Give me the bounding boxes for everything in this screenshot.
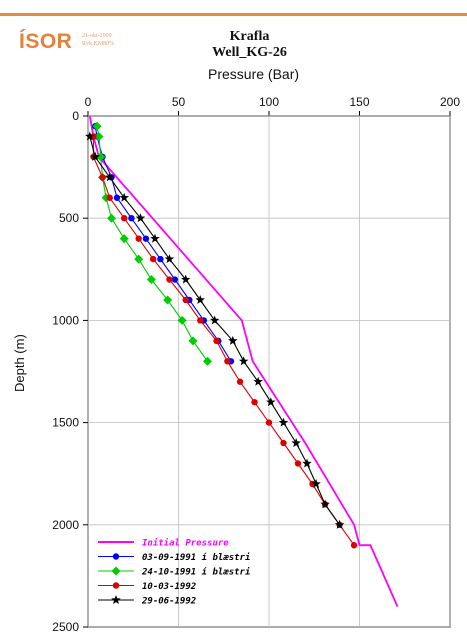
data-point [236, 378, 244, 385]
data-point [142, 235, 150, 242]
y-tick-label: 1500 [52, 416, 79, 430]
legend-marker [111, 566, 121, 576]
data-point [135, 235, 142, 242]
data-point [150, 233, 160, 243]
logo-caption-line-2: Rvk.KM80% [82, 41, 115, 47]
data-point [238, 356, 249, 366]
data-point [180, 274, 191, 284]
data-point [253, 376, 263, 386]
data-point [195, 294, 205, 305]
legend-label: 10-03-1992 [142, 582, 196, 592]
x-tick-label: 50 [172, 95, 186, 109]
data-point [278, 417, 289, 427]
legend-marker [112, 582, 120, 589]
legend-label: Initial Pressure [142, 538, 229, 549]
x-tick-label: 100 [259, 95, 279, 109]
data-point [265, 419, 273, 426]
data-point [291, 438, 301, 448]
x-tick-label: 0 [85, 95, 92, 109]
y-tick-label: 2000 [52, 518, 79, 532]
data-point [177, 315, 187, 325]
data-point [202, 356, 212, 366]
data-point [128, 215, 135, 222]
data-point [171, 276, 179, 283]
isor-logo: ÍSOR [19, 30, 73, 53]
y-tick-label: 0 [72, 109, 79, 123]
data-point [96, 152, 106, 162]
data-point [119, 192, 129, 202]
data-point [121, 215, 128, 222]
data-point [163, 295, 173, 305]
data-point [104, 172, 115, 182]
x-axis-label: Pressure (Bar) [208, 66, 300, 82]
data-point [197, 317, 204, 324]
data-point [106, 194, 113, 201]
series-line [88, 115, 399, 607]
legend-label: 24-10-1991 í blæstri [141, 567, 250, 578]
data-point [157, 255, 164, 263]
legend-label: 29-06-1992 [141, 597, 196, 607]
chart-title: Krafla [229, 29, 270, 44]
data-point [266, 397, 276, 407]
data-point [146, 275, 156, 285]
chart-subtitle: Well_KG-26 [212, 45, 287, 60]
data-point [107, 213, 117, 223]
y-tick-label: 2500 [52, 620, 79, 632]
data-point [99, 174, 106, 181]
data-point [209, 315, 220, 325]
data-point [92, 121, 102, 131]
legend-marker [111, 595, 121, 605]
legend-label: 03-09-1991 í blæstri [142, 552, 250, 563]
data-point [135, 213, 146, 223]
data-point [166, 276, 173, 283]
data-point [85, 131, 95, 141]
data-point [251, 398, 258, 406]
data-point [134, 254, 144, 264]
data-point [334, 519, 345, 529]
data-point [228, 335, 238, 345]
data-point [280, 439, 287, 447]
y-tick-label: 500 [59, 211, 79, 225]
data-point [182, 296, 189, 304]
data-point [350, 542, 358, 549]
logo-caption-line-1: 21-okt-2009 [82, 33, 112, 39]
data-point [188, 336, 198, 346]
data-point [294, 460, 302, 467]
x-tick-label: 150 [349, 95, 369, 109]
data-point [149, 255, 157, 263]
legend-marker [112, 553, 120, 560]
x-tick-label: 200 [440, 95, 460, 109]
data-point [113, 194, 121, 201]
data-point [164, 254, 175, 264]
top-accent-bar [0, 0, 467, 16]
data-point [302, 458, 312, 468]
data-point [311, 478, 321, 488]
data-point [119, 234, 129, 244]
series-0 [88, 115, 399, 607]
y-tick-label: 1000 [52, 313, 79, 327]
data-point [90, 151, 100, 161]
data-point [224, 358, 231, 365]
data-point [213, 337, 220, 345]
logo-caption: 21-okt-2009 Rvk.KM80% [82, 32, 114, 48]
data-point [94, 131, 104, 141]
data-point [320, 499, 330, 509]
